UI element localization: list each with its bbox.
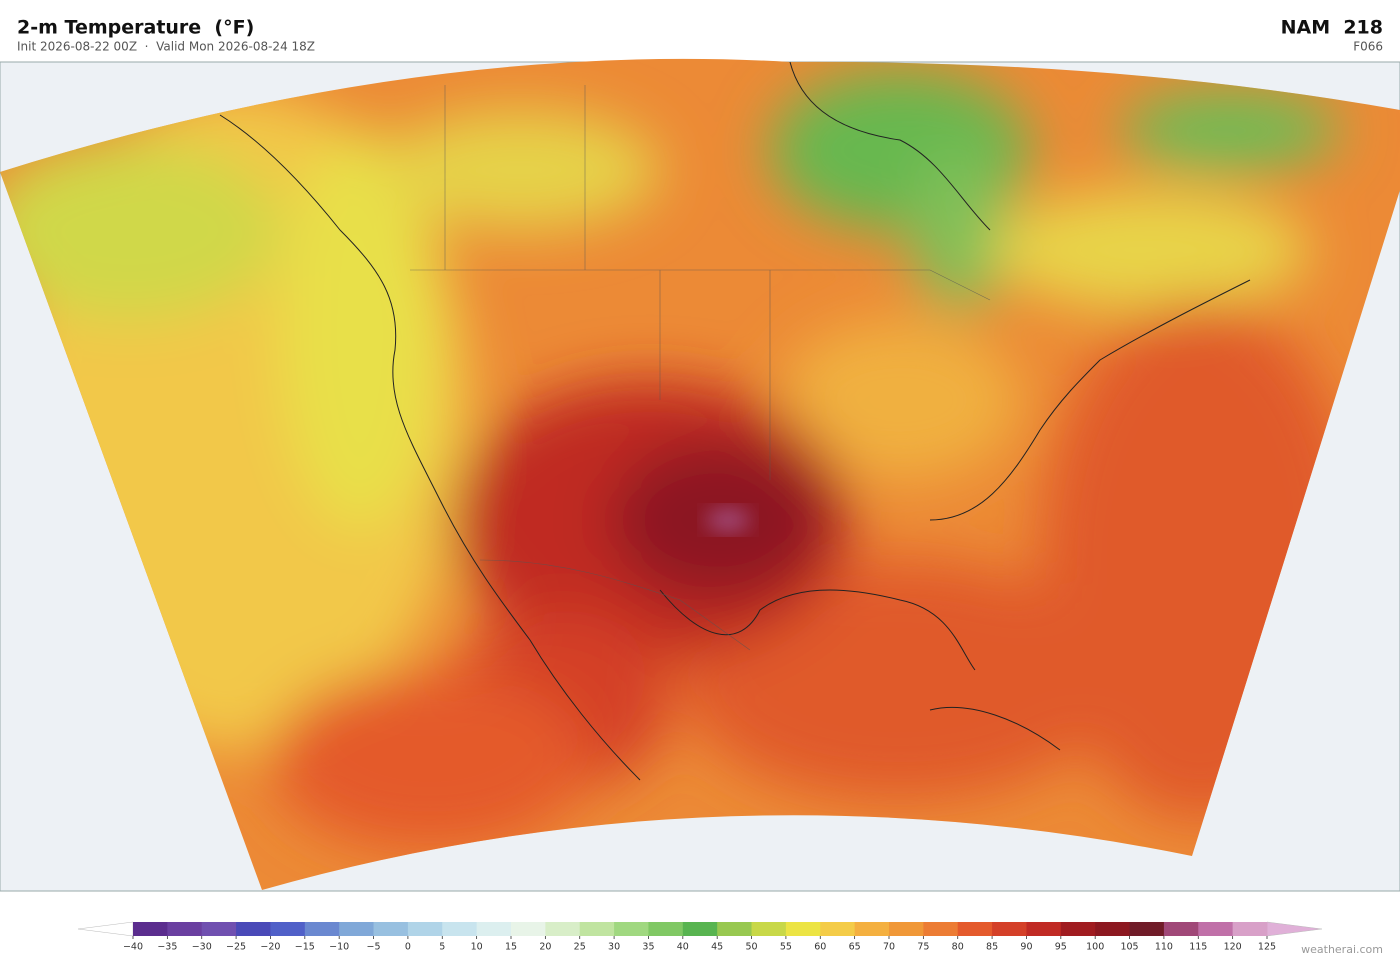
- colorbar-tick-label: 50: [745, 942, 757, 953]
- colorbar-tick-label: 15: [505, 942, 517, 953]
- colorbar-bin: [889, 922, 924, 936]
- colorbar-bin: [511, 922, 546, 936]
- colorbar-bin: [992, 922, 1027, 936]
- colorbar-bin: [1163, 922, 1199, 936]
- colorbar-tick-label: 40: [677, 942, 689, 953]
- colorbar-tick-label: 0: [405, 942, 411, 953]
- colorbar-bin: [785, 922, 821, 936]
- subtitle: Init 2026-08-22 00Z · Valid Mon 2026-08-…: [17, 40, 315, 54]
- colorbar-bin: [923, 922, 959, 936]
- colorbar-bin: [717, 922, 752, 936]
- colorbar-tick-label: 120: [1224, 942, 1242, 953]
- colorbar-tick-label: 65: [849, 942, 861, 953]
- colorbar-bin: [1095, 922, 1130, 936]
- colorbar-bin: [133, 922, 168, 936]
- colorbar-tick-label: 75: [917, 942, 929, 953]
- colorbar-bin: [1198, 922, 1234, 936]
- colorbar-bin: [614, 922, 649, 936]
- colorbar: −40 −35 −30 −25 −20 −15 −10 −5 0 5 10 15 20 25 30 35 40 4…: [77, 921, 1323, 953]
- colorbar-tick-label: −35: [157, 942, 177, 953]
- colorbar-tick-label: −20: [260, 942, 280, 953]
- colorbar-tick-label: 80: [952, 942, 964, 953]
- colorbar-tick-label: 85: [986, 942, 998, 953]
- colorbar-bin: [820, 922, 856, 936]
- colorbar-tick-label: 55: [780, 942, 792, 953]
- colorbar-bin: [648, 922, 684, 936]
- colorbar-tick-label: −25: [226, 942, 246, 953]
- colorbar-bin: [751, 922, 787, 936]
- colorbar-tick-label: 70: [883, 942, 895, 953]
- colorbar-tick-label: 5: [439, 942, 445, 953]
- colorbar-tick-label: 20: [539, 942, 551, 953]
- colorbar-bin: [407, 922, 443, 936]
- colorbar-bin: [304, 922, 340, 936]
- colorbar-tick-label: 45: [711, 942, 723, 953]
- map: [0, 58, 1400, 892]
- colorbar-tick-label: −15: [295, 942, 315, 953]
- model-label: NAM 218: [1281, 17, 1383, 39]
- colorbar-bin: [682, 922, 718, 936]
- colorbar-bin: [339, 922, 374, 936]
- colorbar-bin: [476, 922, 512, 936]
- colorbar-tick-label: 35: [642, 942, 654, 953]
- colorbar-tick-label: −40: [123, 942, 143, 953]
- colorbar-tick-label: 110: [1155, 942, 1173, 953]
- colorbar-bin: [201, 922, 237, 936]
- colorbar-tick-label: 105: [1120, 942, 1138, 953]
- colorbar-tick-label: 90: [1020, 942, 1032, 953]
- colorbar-bin: [1129, 922, 1165, 936]
- colorbar-bin: [957, 922, 993, 936]
- coastlines: [219, 61, 1251, 781]
- colorbar-bin: [854, 922, 890, 936]
- colorbar-tick-label: 10: [471, 942, 483, 953]
- colorbar-bin: [1060, 922, 1096, 936]
- colorbar-bin: [442, 922, 478, 936]
- colorbar-tick-label: −5: [367, 942, 381, 953]
- colorbar-bin: [236, 922, 271, 936]
- colorbar-tick-label: 125: [1258, 942, 1276, 953]
- colorbar-bin: [579, 922, 615, 936]
- watermark: weatherai.com: [1301, 943, 1383, 956]
- borders: [410, 85, 991, 651]
- colorbar-tick-label: 60: [814, 942, 826, 953]
- colorbar-bin: [545, 922, 581, 936]
- colorbar-bin: [167, 922, 203, 936]
- colorbar-tick-label: 25: [574, 942, 586, 953]
- colorbar-tick-label: 30: [608, 942, 620, 953]
- colorbar-tick-label: 95: [1055, 942, 1067, 953]
- title: 2-m Temperature (°F): [17, 17, 254, 39]
- colorbar-bin: [1232, 922, 1268, 936]
- colorbar-bin: [270, 922, 306, 936]
- colorbar-tick-label: 100: [1086, 942, 1104, 953]
- colorbar-bin: [1026, 922, 1062, 936]
- forecast-hour: F066: [1353, 40, 1383, 54]
- colorbar-tick-label: 115: [1189, 942, 1207, 953]
- colorbar-bin: [373, 922, 409, 936]
- colorbar-tick-label: −10: [329, 942, 349, 953]
- colorbar-tick-label: −30: [192, 942, 212, 953]
